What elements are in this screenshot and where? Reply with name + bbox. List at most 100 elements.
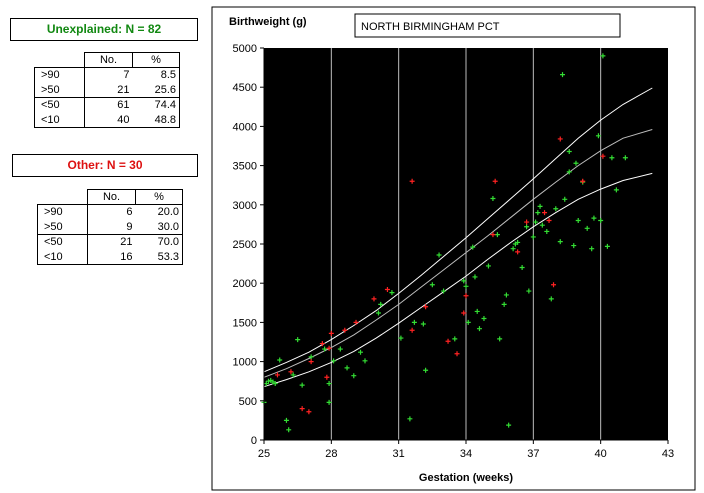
data-point [353,319,359,325]
data-point [566,169,572,175]
percentile-curves [263,87,653,388]
gridlines [330,48,602,440]
data-point [613,187,619,193]
y-tick-label: 2000 [233,278,257,290]
data-point [490,196,496,202]
data-point [506,422,512,428]
data-point [539,222,545,228]
y-tick-label: 3500 [233,161,257,173]
data-point [492,178,498,184]
data-point [490,232,496,238]
data-point [481,315,487,321]
data-point [319,341,325,347]
data-point [362,358,368,364]
data-point [337,346,343,352]
data-point [326,345,332,351]
data-point [546,217,552,223]
data-point [306,409,312,415]
y-axis-label: Birthweight (g) [229,16,307,28]
data-point [272,381,278,387]
data-point [326,381,332,387]
data-point [470,244,476,250]
x-tick-label: 37 [527,448,539,460]
data-point [326,399,332,405]
data-point [595,133,601,139]
data-point [533,219,539,225]
data-point [461,310,467,316]
data-point [573,160,579,166]
data-point [420,321,426,327]
chart-title: NORTH BIRMINGHAM PCT [361,21,500,33]
data-point [474,308,480,314]
data-point [409,178,415,184]
data-point [510,246,516,252]
data-point [328,330,334,336]
data-point [445,338,451,344]
data-point [476,326,482,332]
data-point [530,234,536,240]
data-point [591,215,597,221]
data-point [454,351,460,357]
data-point [288,369,294,375]
data-point [515,239,521,245]
data-point [331,358,337,364]
data-point [524,219,530,225]
data-point [398,335,404,341]
data-point [553,206,559,212]
data-point [274,372,280,378]
col-pct-header: % [135,189,183,205]
data-point [494,232,500,238]
data-point [371,296,377,302]
data-point [441,288,447,294]
data-point [571,243,577,249]
y-tick-label: 1500 [233,317,257,329]
data-point [465,319,471,325]
data-point [548,296,554,302]
percentile-curve-middle [263,129,653,378]
data-point [566,148,572,154]
data-point [308,354,314,360]
y-tick-label: 0 [251,435,257,447]
data-point [375,310,381,316]
table-row: <50 61 74.4 [34,97,180,113]
table-row: >50 9 30.0 [37,219,183,235]
data-point [472,274,478,280]
data-point [452,336,458,342]
data-point [358,349,364,355]
data-point [342,327,348,333]
y-tick-label: 5000 [233,43,257,55]
x-tick-label: 43 [662,448,674,460]
unexplained-table: No. % >90 7 8.5 >50 21 25.6 <50 61 74.4 … [34,52,180,128]
x-axis-label: Gestation (weeks) [419,472,513,484]
other-header: Other: N = 30 [12,154,198,177]
data-point [384,286,390,292]
unexplained-header: Unexplained: N = 82 [10,18,198,41]
data-point [463,283,469,289]
data-point [600,53,606,59]
data-point [544,228,550,234]
data-point [542,210,548,216]
data-point [277,357,283,363]
data-point [308,359,314,365]
x-tick-label: 34 [460,448,472,460]
data-point [411,319,417,325]
data-point [609,155,615,161]
chart-title-box [354,13,621,38]
x-tick-label: 28 [325,448,337,460]
data-point [409,327,415,333]
y-tick-label: 500 [239,396,257,408]
data-point [299,406,305,412]
axis-ticks: 25 28 31 34 37 40 43 0 500 1000 1500 2000 2500 3000 35… [233,43,675,460]
data-point [344,365,350,371]
y-tick-label: 3000 [233,200,257,212]
table-row: >90 6 20.0 [37,204,183,220]
x-tick-label: 40 [595,448,607,460]
data-point [461,278,467,284]
y-tick-label: 4000 [233,121,257,133]
data-point [575,217,581,223]
data-point [485,263,491,269]
data-point [290,372,296,378]
col-pct-header: % [132,52,180,68]
data-point [299,382,305,388]
